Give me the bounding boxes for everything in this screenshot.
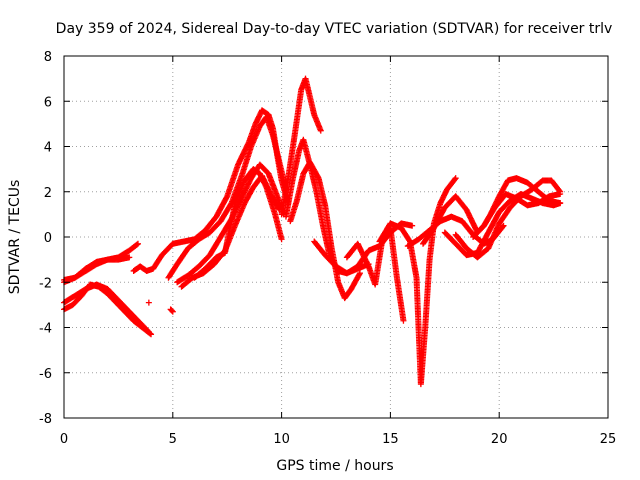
data-point <box>409 222 416 229</box>
chart-title: Day 359 of 2024, Sidereal Day-to-day VTE… <box>56 21 613 37</box>
data-point <box>500 222 507 229</box>
data-point <box>356 271 363 278</box>
data-point <box>452 175 459 182</box>
y-axis-label: SDTVAR / TECUs <box>7 180 23 295</box>
y-tick-label: -6 <box>39 367 52 382</box>
data-point <box>145 329 152 336</box>
series-track-14 <box>343 224 407 324</box>
x-tick-labels: 0 5 10 15 20 25 <box>60 432 616 447</box>
series-track-12 <box>287 159 363 302</box>
data-points <box>61 75 564 388</box>
y-tick-label: 4 <box>44 141 52 156</box>
y-tick-labels: -8 -6 -4 -2 0 2 4 6 8 <box>39 50 52 427</box>
y-tick-label: 8 <box>44 50 52 65</box>
series-track-10 <box>278 75 324 218</box>
data-point <box>317 127 324 134</box>
data-point <box>169 308 176 315</box>
x-tick-label: 5 <box>169 432 177 447</box>
x-tick-label: 25 <box>600 432 617 447</box>
data-point <box>400 317 407 324</box>
data-point <box>169 307 176 314</box>
data-point <box>134 240 141 247</box>
data-point <box>451 176 458 183</box>
y-tick-label: 0 <box>44 231 52 246</box>
series-track-4 <box>61 254 133 286</box>
y-tick-label: -4 <box>39 322 52 337</box>
y-tick-label: 2 <box>44 186 52 201</box>
series-track-9 <box>191 166 285 281</box>
x-tick-label: 15 <box>382 432 399 447</box>
y-tick-label: 6 <box>44 95 52 110</box>
x-tick-label: 0 <box>60 432 68 447</box>
y-tick-label: -2 <box>39 276 52 291</box>
data-point <box>557 191 564 198</box>
data-point <box>557 200 564 207</box>
data-point <box>356 270 363 277</box>
tick-marks <box>63 55 609 419</box>
data-point <box>145 328 152 335</box>
data-point <box>145 299 152 306</box>
series-track-15 <box>376 175 459 388</box>
y-tick-label: -8 <box>39 412 52 427</box>
series-track-3 <box>61 281 152 336</box>
series-track-6 <box>165 114 289 281</box>
data-point <box>126 254 133 261</box>
series-track-20 <box>470 191 564 240</box>
series-isolated <box>145 299 176 315</box>
x-tick-label: 10 <box>273 432 290 447</box>
data-point <box>314 173 321 180</box>
x-axis-label: GPS time / hours <box>276 458 393 474</box>
x-tick-label: 20 <box>491 432 508 447</box>
data-point <box>134 241 141 248</box>
data-point <box>278 236 285 243</box>
